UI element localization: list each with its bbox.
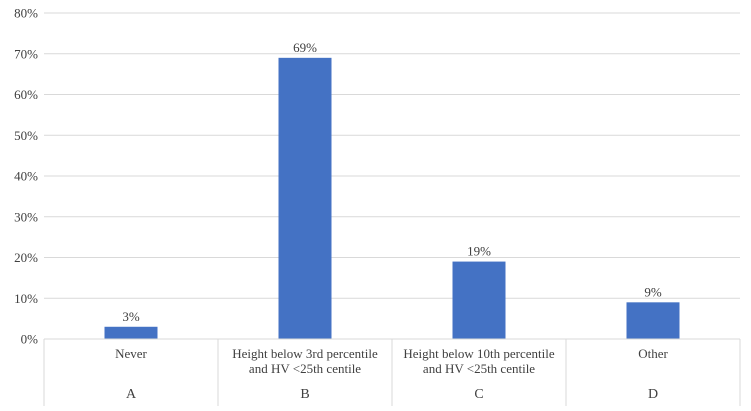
data-label: 3% bbox=[122, 309, 140, 324]
category-label: Other bbox=[638, 346, 668, 361]
group-label: B bbox=[300, 387, 309, 402]
y-tick-label: 40% bbox=[14, 169, 38, 184]
bar bbox=[278, 57, 332, 339]
y-tick-label: 80% bbox=[14, 6, 38, 21]
group-label: D bbox=[648, 387, 658, 402]
y-axis-tick-labels: 0% 10% 20% 30% 40% 50% 60% 70% 80% bbox=[14, 6, 38, 347]
bars bbox=[104, 57, 680, 339]
y-tick-label: 50% bbox=[14, 128, 38, 143]
category-label: Never bbox=[115, 346, 147, 361]
category-label: and HV <25th centile bbox=[423, 361, 535, 376]
group-label: C bbox=[474, 387, 483, 402]
y-tick-label: 10% bbox=[14, 291, 38, 306]
data-label: 19% bbox=[467, 244, 491, 259]
y-tick-label: 70% bbox=[14, 46, 38, 61]
bar bbox=[626, 302, 680, 339]
data-label: 69% bbox=[293, 40, 317, 55]
group-label: A bbox=[126, 387, 137, 402]
category-label: Height below 3rd percentile bbox=[232, 346, 378, 361]
category-label: Height below 10th percentile bbox=[403, 346, 554, 361]
gridlines bbox=[44, 12, 740, 299]
category-label: and HV <25th centile bbox=[249, 361, 361, 376]
y-tick-label: 30% bbox=[14, 209, 38, 224]
bar bbox=[104, 326, 158, 339]
data-labels: 3% 69% 19% 9% bbox=[122, 40, 662, 324]
y-tick-label: 20% bbox=[14, 250, 38, 265]
data-label: 9% bbox=[644, 284, 662, 299]
y-tick-label: 0% bbox=[21, 332, 39, 347]
bar bbox=[452, 261, 506, 339]
y-tick-label: 60% bbox=[14, 87, 38, 102]
